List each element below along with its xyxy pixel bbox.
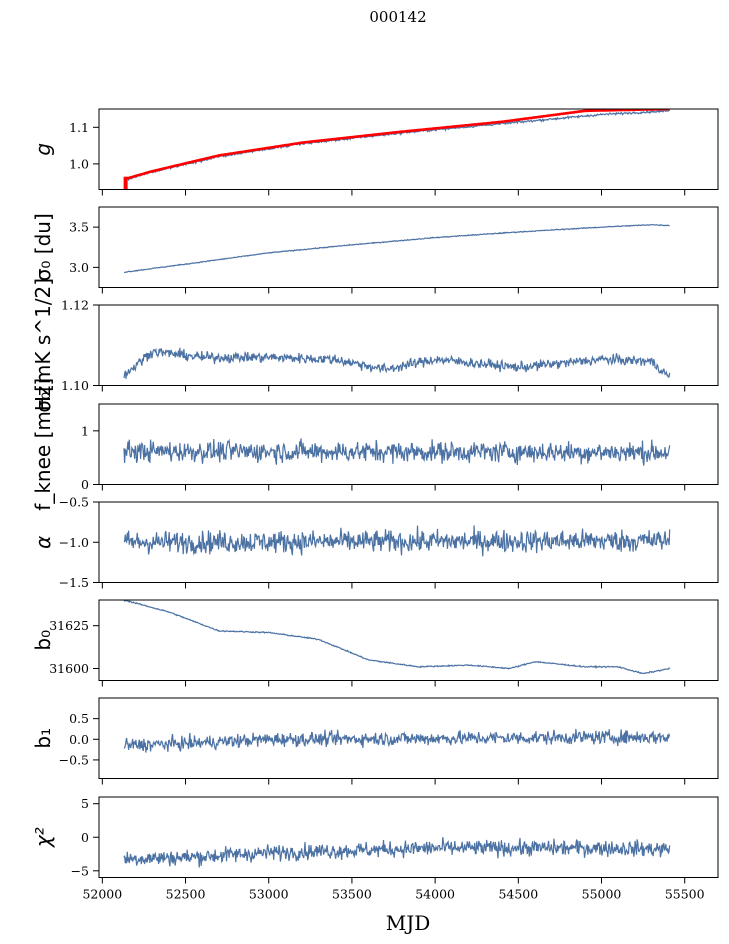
axes-frame: [98, 403, 719, 485]
panels: 1.0 1.1 g 3.0 3.5 σ₀ [du] 1.10 1.12 σ₀[mK s^1/2]…: [31, 108, 719, 902]
axes-frame: [98, 108, 719, 190]
x-tick-label: 52000: [82, 887, 122, 902]
y-tick-label: 0: [81, 830, 89, 845]
series-line-alpha: [123, 525, 671, 557]
y-tick-label: 31625: [49, 618, 89, 633]
x-tick-label: 55000: [582, 887, 622, 902]
y-axis-label-alpha: α: [31, 536, 55, 549]
y-axis-label-b1: b₁: [31, 728, 55, 749]
series-line-b1: [123, 728, 671, 753]
y-tick-label: 1: [81, 423, 89, 438]
y-tick-label: −1.0: [59, 535, 89, 550]
x-tick-label: 54500: [498, 887, 538, 902]
x-tick-label: 53000: [249, 887, 289, 902]
panel-sigma0_mk: 1.10 1.12 σ₀[mK s^1/2]: [31, 278, 719, 413]
axes-frame: [98, 304, 719, 386]
y-axis-label-sigma0_du: σ₀ [du]: [31, 213, 55, 281]
panel-chi2: −5 0 5 52000 52500 53000 53500 54000 54500 55000 5…: [31, 796, 719, 902]
y-tick-label: 31600: [49, 661, 89, 676]
x-tick-label: 55500: [665, 887, 705, 902]
x-tick-label: 52500: [166, 887, 206, 902]
series-line-fknee: [123, 438, 671, 466]
y-tick-label: 0: [81, 477, 89, 492]
axes-frame: [98, 796, 719, 878]
series-line-chi2: [123, 837, 671, 868]
y-tick-label: −0.5: [59, 752, 89, 767]
y-tick-label: 1.1: [69, 120, 89, 135]
y-tick-label: 0.5: [69, 711, 89, 726]
y-axis-label-sigma0_mk: σ₀[mK s^1/2]: [31, 278, 55, 413]
panel-fknee: 0 1 f_knee [mHz]: [31, 378, 719, 511]
y-tick-label: −5: [71, 863, 89, 878]
axes-frame: [98, 697, 719, 779]
x-tick-label: 54000: [415, 887, 455, 902]
axes-frame: [98, 599, 719, 681]
panel-alpha: −1.5 −1.0 −0.5 α: [31, 495, 719, 590]
y-axis-label-chi2: χ²: [31, 827, 55, 848]
y-tick-label: 3.0: [69, 260, 89, 275]
y-tick-label: 1.12: [61, 298, 89, 313]
x-axis-label: MJD: [386, 911, 431, 935]
axes-frame: [98, 206, 719, 288]
y-tick-label: 1.0: [69, 156, 89, 171]
y-tick-label: 1.10: [61, 378, 89, 393]
y-tick-label: −1.5: [59, 575, 89, 590]
panel-b1: −0.5 0.0 0.5 b₁: [31, 697, 719, 785]
y-axis-label-fknee: f_knee [mHz]: [31, 378, 55, 511]
panel-sigma0_du: 3.0 3.5 σ₀ [du]: [31, 206, 719, 294]
series-line-sigma0_mk: [123, 347, 671, 379]
y-axis-label-b0: b₀: [31, 630, 55, 651]
y-tick-label: 3.5: [69, 220, 89, 235]
y-tick-label: 5: [81, 796, 89, 811]
figure-title: 000142: [369, 8, 426, 26]
panel-g: 1.0 1.1 g: [31, 108, 719, 196]
series-line-g: [124, 109, 671, 182]
series-line-sigma0_du: [123, 223, 670, 274]
series-line-b0: [123, 600, 671, 675]
y-tick-label: 0.0: [69, 732, 89, 747]
y-tick-label: −0.5: [59, 495, 89, 510]
y-axis-label-g: g: [31, 143, 55, 156]
x-tick-label: 53500: [332, 887, 372, 902]
reference-line-g: [123, 109, 670, 181]
